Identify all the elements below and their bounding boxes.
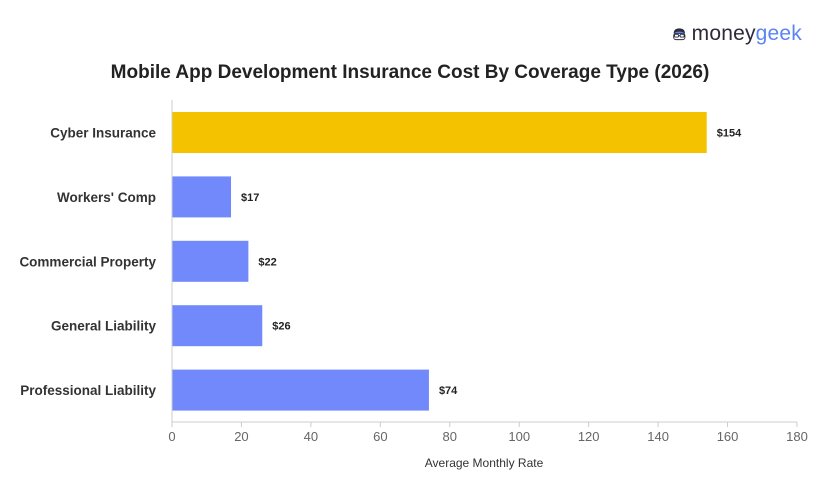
bar bbox=[172, 369, 429, 411]
value-label: $22 bbox=[258, 256, 276, 268]
brand-name-part1: money bbox=[691, 22, 756, 45]
value-label: $154 bbox=[717, 128, 742, 140]
x-tick-label: 0 bbox=[168, 429, 175, 444]
x-tick-label: 60 bbox=[373, 429, 387, 444]
x-tick-label: 120 bbox=[578, 429, 600, 444]
x-tick-label: 20 bbox=[234, 429, 248, 444]
x-axis: 0 20 40 60 80 100 120 140 160 180 bbox=[168, 100, 808, 444]
category-label: Cyber Insurance bbox=[50, 126, 156, 141]
category-label: Commercial Property bbox=[19, 254, 156, 269]
x-axis-title: Average Monthly Rate bbox=[425, 456, 544, 470]
value-label: $74 bbox=[439, 385, 458, 397]
chart-title: Mobile App Development Insurance Cost By… bbox=[110, 62, 710, 83]
brand-logo: moneygeek bbox=[672, 20, 802, 48]
category-label: Workers' Comp bbox=[57, 190, 156, 205]
bar bbox=[172, 305, 263, 347]
geek-face-icon bbox=[673, 28, 686, 41]
brand-name: moneygeek bbox=[692, 22, 802, 46]
x-tick-label: 100 bbox=[508, 429, 530, 444]
bars-layer: Cyber Insurance $154 Workers' Comp $17 Comme… bbox=[19, 112, 742, 411]
category-label: General Liability bbox=[51, 319, 157, 334]
bar bbox=[172, 240, 249, 282]
bar bbox=[172, 112, 707, 153]
value-label: $17 bbox=[241, 192, 259, 204]
x-tick-label: 80 bbox=[443, 429, 457, 444]
brand-name-part2: geek bbox=[755, 22, 802, 45]
bar bbox=[172, 176, 232, 218]
value-label: $26 bbox=[272, 321, 290, 333]
x-tick-label: 40 bbox=[304, 429, 318, 444]
x-tick-label: 180 bbox=[786, 429, 808, 444]
category-label: Professional Liability bbox=[20, 383, 156, 398]
x-tick-label: 160 bbox=[717, 429, 739, 444]
x-tick-label: 140 bbox=[647, 429, 669, 444]
